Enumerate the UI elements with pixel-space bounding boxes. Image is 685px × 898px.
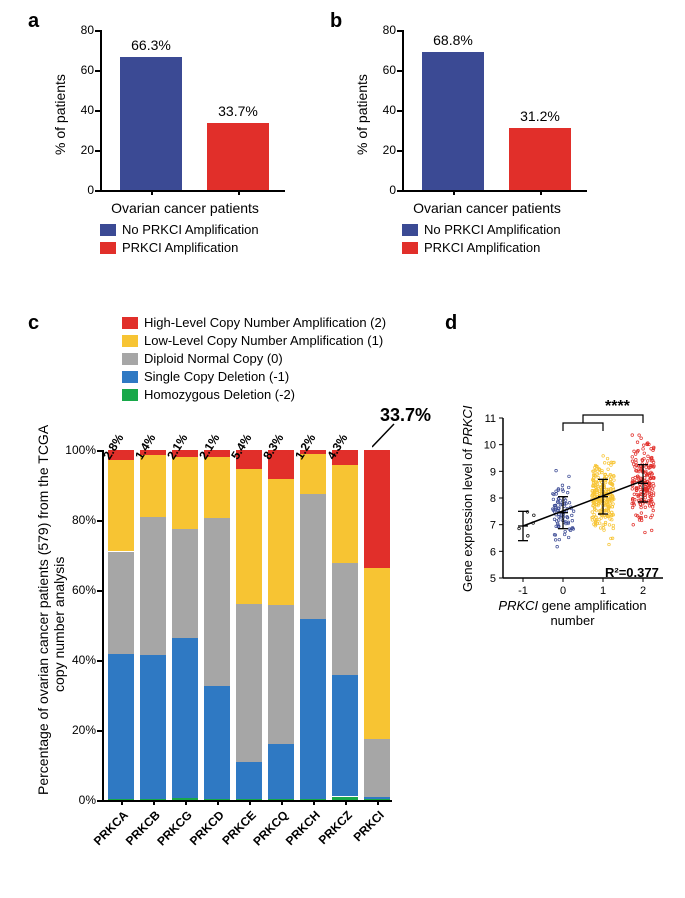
legend-item: Single Copy Deletion (-1) xyxy=(122,369,386,384)
svg-text:11: 11 xyxy=(485,413,496,425)
stack-seg xyxy=(364,797,390,799)
stack-seg xyxy=(204,457,230,518)
callout-line-icon xyxy=(372,422,402,452)
panel-c-label: c xyxy=(28,312,39,335)
panel-b-label: b xyxy=(330,10,342,33)
legend-swatch-icon xyxy=(122,335,138,347)
panel-a-legend: No PRKCI Amplification PRKCI Amplificatio… xyxy=(100,222,259,258)
legend-swatch-icon xyxy=(100,224,116,236)
panel-d-plot: 5 6 7 8 9 10 11 -1 0 1 2 xyxy=(475,410,670,610)
stack-seg xyxy=(108,654,134,799)
stack-seg xyxy=(332,465,358,563)
legend-swatch-icon xyxy=(122,317,138,329)
bar xyxy=(120,57,182,190)
legend-item: PRKCI Amplification xyxy=(402,240,561,255)
svg-text:10: 10 xyxy=(484,440,496,452)
legend-swatch-icon xyxy=(402,224,418,236)
stack-seg xyxy=(108,460,134,552)
panel-d-r2: R²=0.377 xyxy=(605,565,659,580)
panel-a-chart: % of patients 020406080 66.3%33.7% Ovari… xyxy=(70,20,300,220)
figure-root: a % of patients 020406080 66.3%33.7% Ova… xyxy=(10,10,675,888)
stack-seg xyxy=(236,469,262,604)
svg-text:-1: -1 xyxy=(518,585,528,597)
legend-swatch-icon xyxy=(122,371,138,383)
legend-item: High-Level Copy Number Amplification (2) xyxy=(122,315,386,330)
stack-seg xyxy=(300,494,326,619)
legend-item: No PRKCI Amplification xyxy=(100,222,259,237)
panel-c-ylabel2: copy number analysis xyxy=(51,557,67,692)
legend-item: No PRKCI Amplification xyxy=(402,222,561,237)
stack-seg xyxy=(204,686,230,799)
stack-seg xyxy=(140,455,166,517)
stack-seg xyxy=(300,619,326,799)
stack-seg xyxy=(172,529,198,638)
panel-d-sig: **** xyxy=(605,398,630,416)
stack-seg xyxy=(108,552,134,654)
svg-text:0: 0 xyxy=(560,585,566,597)
legend-item: Homozygous Deletion (-2) xyxy=(122,387,386,402)
bar xyxy=(422,52,484,190)
stack-seg xyxy=(364,739,390,797)
stack-seg xyxy=(172,457,198,529)
stack-seg xyxy=(268,479,294,605)
stack-seg xyxy=(268,605,294,743)
panel-d-label: d xyxy=(445,312,457,335)
svg-text:2: 2 xyxy=(640,585,646,597)
panel-a-ylabel: % of patients xyxy=(52,74,68,155)
stack-seg xyxy=(236,604,262,762)
panel-b-ylabel: % of patients xyxy=(354,74,370,155)
legend-item: Diploid Normal Copy (0) xyxy=(122,351,386,366)
stack-seg xyxy=(172,638,198,798)
stack-seg xyxy=(332,563,358,675)
stack-seg xyxy=(204,518,230,686)
legend-item: PRKCI Amplification xyxy=(100,240,259,255)
bar xyxy=(207,123,269,190)
stack-seg xyxy=(236,762,262,799)
bar-value-label: 33.7% xyxy=(202,103,274,119)
legend-swatch-icon xyxy=(402,242,418,254)
svg-text:6: 6 xyxy=(490,546,496,558)
stack-seg xyxy=(140,517,166,655)
stack-seg xyxy=(364,450,390,568)
bar-value-label: 31.2% xyxy=(504,108,576,124)
panel-b-xlabel: Ovarian cancer patients xyxy=(387,200,587,216)
svg-text:1: 1 xyxy=(600,585,606,597)
panel-c-ylabel1: Percentage of ovarian cancer patients (5… xyxy=(35,425,51,795)
panel-a-xlabel: Ovarian cancer patients xyxy=(85,200,285,216)
legend-swatch-icon xyxy=(122,353,138,365)
svg-text:5: 5 xyxy=(490,573,496,585)
panel-d-ylabel: Gene expression level of PRKCI xyxy=(460,406,475,592)
stack-seg xyxy=(332,675,358,797)
panel-d-chart: Gene expression level of PRKCI 567891011… xyxy=(475,410,670,610)
svg-text:7: 7 xyxy=(490,520,496,532)
stack-seg xyxy=(364,568,390,740)
bar-value-label: 66.3% xyxy=(115,37,187,53)
svg-text:8: 8 xyxy=(490,493,496,505)
bar xyxy=(509,128,571,190)
panel-a-label: a xyxy=(28,10,39,33)
stack-seg xyxy=(140,655,166,799)
legend-swatch-icon xyxy=(100,242,116,254)
panel-d-xlabel: PRKCI gene amplification number xyxy=(475,598,670,628)
legend-swatch-icon xyxy=(122,389,138,401)
panel-b-chart: % of patients 020406080 68.8%31.2% Ovari… xyxy=(372,20,602,220)
bar-value-label: 68.8% xyxy=(417,32,489,48)
stack-seg xyxy=(268,744,294,800)
panel-c-legend: High-Level Copy Number Amplification (2)… xyxy=(122,315,386,405)
panel-c-chart: Percentage of ovarian cancer patients (5… xyxy=(80,450,380,810)
svg-text:9: 9 xyxy=(490,466,496,478)
panel-b-legend: No PRKCI Amplification PRKCI Amplificatio… xyxy=(402,222,561,258)
legend-item: Low-Level Copy Number Amplification (1) xyxy=(122,333,386,348)
